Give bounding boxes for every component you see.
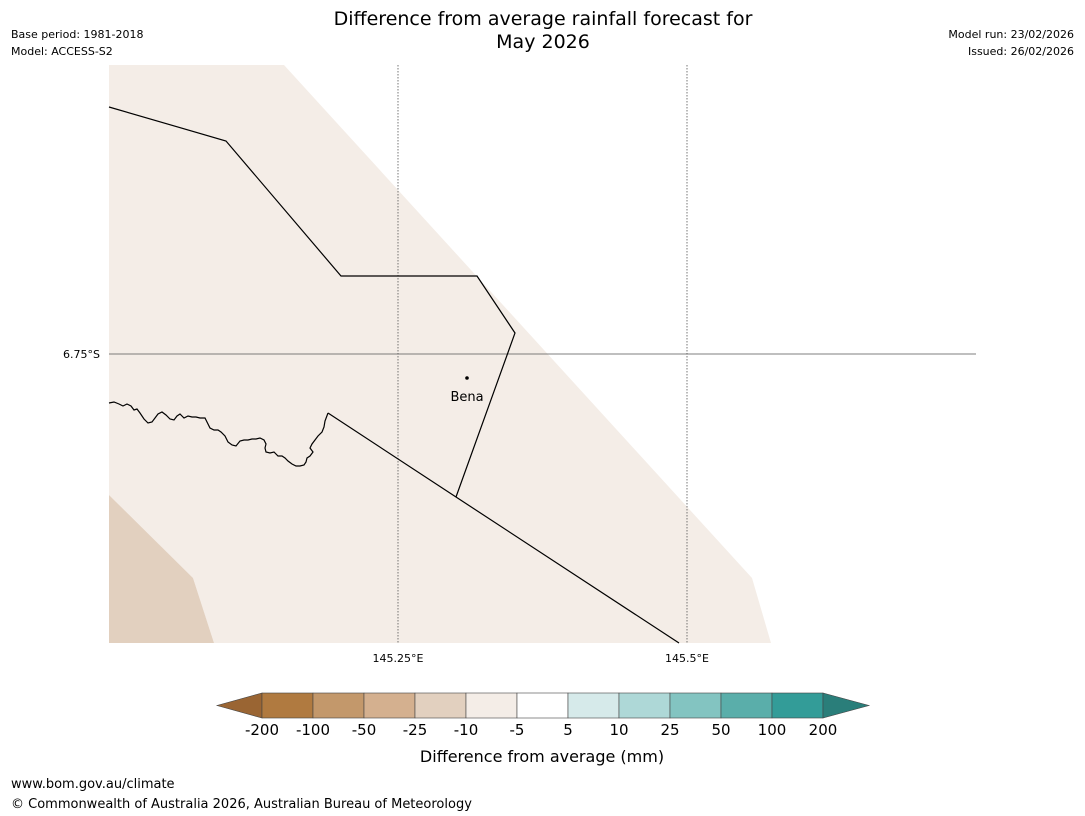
boundary-line — [108, 401, 329, 467]
model-text: Model: ACCESS-S2 — [11, 45, 113, 58]
boundary-line — [327, 412, 680, 644]
longitude-label: 145.5°E — [665, 652, 709, 665]
chart-title: Difference from average rainfall forecas… — [243, 8, 843, 54]
colorbar-tick-label: 100 — [758, 721, 787, 739]
colorbar-tick-label: 25 — [660, 721, 679, 739]
website-text: www.bom.gov.au/climate — [11, 777, 175, 792]
colorbar-label: Difference from average (mm) — [420, 747, 664, 766]
colorbar-tick-label: 5 — [563, 721, 573, 739]
colorbar-tick-label: 200 — [809, 721, 838, 739]
base-period-text: Base period: 1981-2018 — [11, 28, 144, 41]
colorbar-tick-label: -100 — [296, 721, 330, 739]
meta-left: Base period: 1981-2018 Model: ACCESS-S2 — [11, 26, 143, 60]
colorbar-tick-label: 10 — [609, 721, 628, 739]
latitude-label: 6.75°S — [63, 348, 100, 361]
colorbar-segment — [618, 692, 671, 719]
boundary-line — [108, 106, 516, 498]
model-run-text: Model run: 23/02/2026 — [948, 28, 1074, 41]
footer: www.bom.gov.au/climate © Commonwealth of… — [11, 775, 472, 814]
copyright-text: © Commonwealth of Australia 2026, Austra… — [11, 796, 472, 812]
province-boundaries — [108, 106, 680, 644]
colorbar-segment — [312, 692, 365, 719]
colorbar-segment — [669, 692, 722, 719]
chart-title-line-1: Difference from average rainfall forecas… — [333, 8, 753, 30]
colorbar-segment — [414, 692, 467, 719]
forecast-area-drier — [109, 495, 214, 643]
colorbar-tick-label: -25 — [403, 721, 428, 739]
place-marker — [465, 376, 469, 380]
colorbar-segment — [261, 692, 314, 719]
colorbar-segment — [771, 692, 824, 719]
chart-title-line-2: May 2026 — [496, 31, 590, 53]
colorbar-extend-low — [215, 692, 263, 719]
issued-text: Issued: 26/02/2026 — [967, 45, 1074, 58]
colorbar-segment — [720, 692, 773, 719]
colorbar-tick-label: 50 — [711, 721, 730, 739]
colorbar-segment — [363, 692, 416, 719]
colorbar-extend-high — [822, 692, 871, 719]
colorbar-tick-label: -50 — [352, 721, 377, 739]
colorbar-segment — [516, 692, 569, 719]
colorbar-segment — [567, 692, 620, 719]
place-label: Bena — [450, 390, 483, 405]
colorbar: -200 -100 -50 -25 -10 -5 5 10 25 50 100 200 — [215, 692, 871, 739]
colorbar-tick-label: -200 — [245, 721, 279, 739]
colorbar-segment — [465, 692, 518, 719]
meta-right: Model run: 23/02/2026 Issued: 26/02/2026 — [948, 26, 1074, 60]
colorbar-tick-label: -10 — [454, 721, 479, 739]
longitude-label: 145.25°E — [373, 652, 424, 665]
colorbar-tick-label: -5 — [510, 721, 525, 739]
